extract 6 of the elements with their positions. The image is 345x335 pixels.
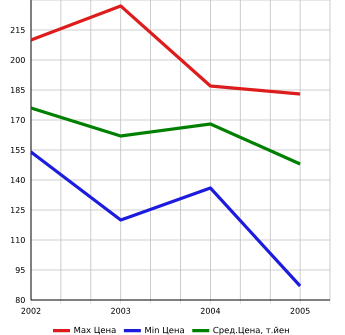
legend-label: Min Цена — [145, 326, 184, 334]
line-series — [29, 106, 302, 166]
legend-label: Сред.Цена, т.йен — [213, 326, 289, 335]
legend-label: Max Цена — [74, 326, 116, 334]
line-series — [29, 150, 302, 288]
line-series — [29, 4, 302, 96]
